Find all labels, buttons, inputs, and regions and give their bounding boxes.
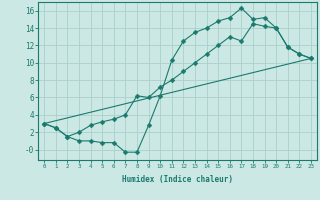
X-axis label: Humidex (Indice chaleur): Humidex (Indice chaleur): [122, 175, 233, 184]
